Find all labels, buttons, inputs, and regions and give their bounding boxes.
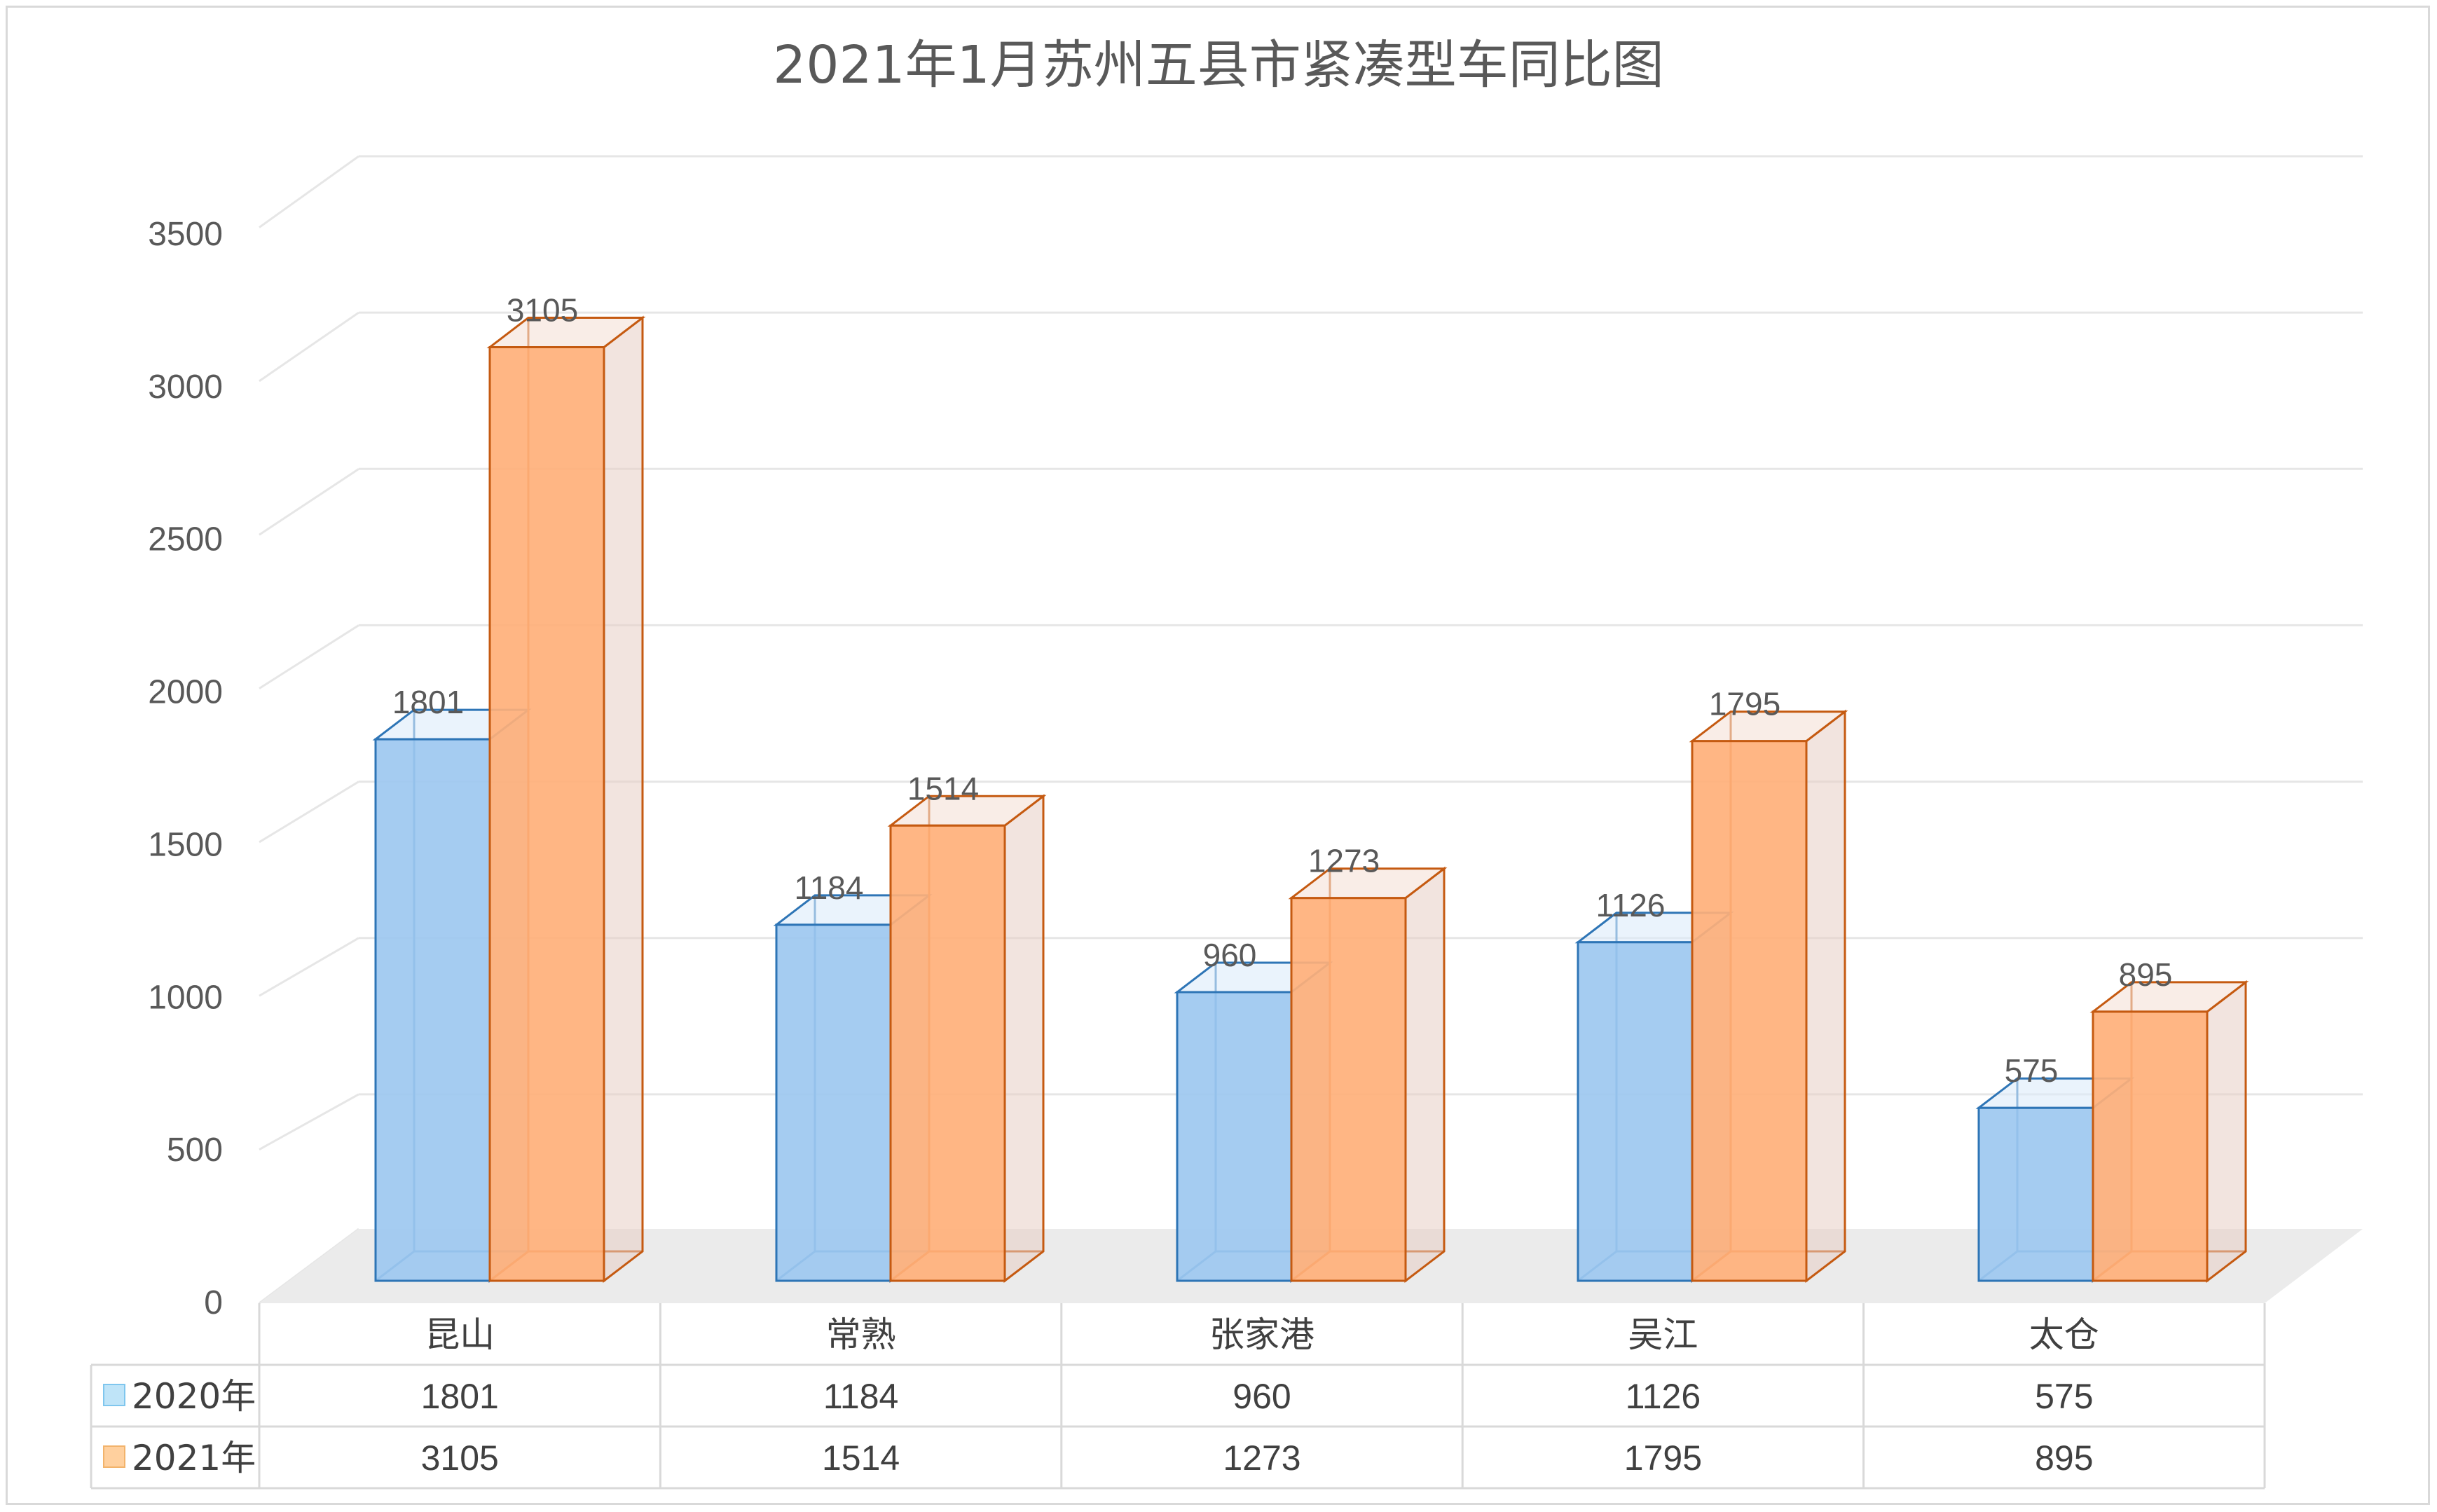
bar-front-face xyxy=(1691,740,1808,1282)
category-label: 太仓 xyxy=(2029,1314,2099,1355)
bar-front-face xyxy=(374,738,491,1282)
legend-key-2021 xyxy=(103,1445,125,1468)
bar-side-face xyxy=(2206,980,2247,1284)
side-gridline xyxy=(259,781,359,844)
bar-side-face xyxy=(1404,866,1446,1284)
bar-front-face xyxy=(1176,991,1293,1282)
table-cell: 1126 xyxy=(1626,1377,1701,1416)
bar-2021 xyxy=(1689,709,1848,1284)
bar-front-face xyxy=(1577,941,1694,1282)
data-label: 3105 xyxy=(507,292,578,329)
legend-key-2020 xyxy=(103,1384,125,1406)
data-label: 895 xyxy=(2119,956,2173,993)
bar-front-face xyxy=(775,923,892,1282)
data-label: 1801 xyxy=(392,684,464,720)
y-tick-label: 2000 xyxy=(148,674,223,711)
side-gridline xyxy=(259,624,359,689)
table-cell: 895 xyxy=(2035,1438,2093,1478)
side-gridline xyxy=(259,1093,359,1150)
bar-side-face xyxy=(1003,794,1045,1284)
bar-front-face xyxy=(1977,1106,2094,1282)
bar-2021 xyxy=(2089,980,2249,1284)
side-gridline xyxy=(259,937,359,997)
bar-side-face xyxy=(603,315,644,1284)
table-cell: 1514 xyxy=(822,1438,900,1478)
data-label: 1514 xyxy=(907,770,979,806)
category-label: 吴江 xyxy=(1628,1314,1698,1355)
bar-2021 xyxy=(887,794,1047,1284)
data-label: 575 xyxy=(2005,1052,2059,1089)
y-tick-label: 1000 xyxy=(148,979,223,1016)
chart-title: 2021年1月苏州五县市紧凑型车同比图 xyxy=(773,35,1663,95)
table-cell: 3105 xyxy=(421,1438,499,1478)
bar-front-face xyxy=(1290,897,1407,1282)
y-tick-label: 500 xyxy=(167,1132,223,1169)
table-cell: 1273 xyxy=(1223,1438,1300,1478)
category-label: 常熟 xyxy=(826,1314,896,1355)
legend-label: 2020年 xyxy=(132,1376,256,1417)
table-cell: 1795 xyxy=(1624,1438,1702,1478)
data-label: 1273 xyxy=(1308,843,1380,879)
y-tick-label: 0 xyxy=(204,1284,223,1321)
y-tick-label: 3500 xyxy=(148,216,223,253)
category-label: 昆山 xyxy=(425,1314,495,1355)
bar-front-face xyxy=(889,824,1006,1282)
side-gridline xyxy=(259,468,359,536)
side-gridline xyxy=(259,155,359,228)
data-label: 1795 xyxy=(1709,686,1780,722)
y-tick-label: 2500 xyxy=(148,521,223,558)
table-cell: 1801 xyxy=(421,1377,499,1416)
bar-2021 xyxy=(1288,866,1448,1284)
category-label: 张家港 xyxy=(1209,1314,1314,1355)
side-gridline xyxy=(259,311,359,383)
bar-side-face xyxy=(1805,709,1846,1284)
data-label: 1126 xyxy=(1596,887,1666,923)
y-tick-label: 3000 xyxy=(148,369,223,406)
y-axis-ticks: 0 500 1000 1500 2000 2500 3000 3500 xyxy=(148,216,223,1321)
bar-front-face xyxy=(2092,1010,2209,1282)
bars xyxy=(372,315,2249,1284)
bar-2021 xyxy=(486,315,646,1284)
legend-label: 2021年 xyxy=(132,1438,256,1478)
data-table: 昆山 常熟 张家港 吴江 太仓 2020年 1801 1184 960 1126 575 2021年 3… xyxy=(90,1303,2266,1490)
gridlines xyxy=(259,155,2363,1305)
data-label: 1184 xyxy=(795,870,864,906)
y-tick-label: 1500 xyxy=(148,826,223,863)
data-labels: 1801 3105 1184 1514 960 1273 1126 1795 575 895 xyxy=(392,292,2173,1090)
table-cell: 960 xyxy=(1233,1377,1291,1416)
table-cell: 1184 xyxy=(823,1377,899,1416)
bar-front-face xyxy=(488,346,605,1282)
table-cell: 575 xyxy=(2035,1377,2093,1416)
data-label: 960 xyxy=(1203,937,1257,973)
